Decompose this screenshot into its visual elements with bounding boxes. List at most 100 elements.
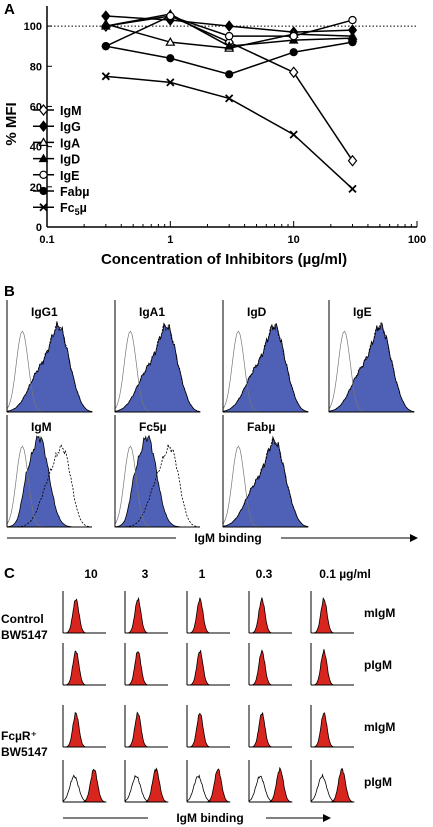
histogram-label: Fc5µ bbox=[139, 420, 167, 434]
histogram bbox=[124, 591, 168, 634]
cell-line-name: Control bbox=[1, 612, 44, 626]
column-header: 0.3 bbox=[256, 567, 273, 581]
data-point bbox=[101, 42, 110, 51]
row-label: pIgM bbox=[364, 658, 392, 672]
histogram bbox=[62, 705, 106, 748]
histogram-label: IgG1 bbox=[31, 305, 58, 319]
histogram-fill bbox=[125, 711, 168, 748]
histogram-fill bbox=[311, 649, 354, 686]
data-point bbox=[225, 70, 234, 79]
x-axis-label: Concentration of Inhibitors (µg/ml) bbox=[101, 251, 347, 268]
histogram bbox=[186, 760, 231, 803]
histogram-label: IgA1 bbox=[139, 305, 165, 319]
panel-label-b: B bbox=[4, 283, 15, 300]
legend-item: Fc5µ bbox=[33, 201, 87, 217]
histogram: IgG1 bbox=[6, 300, 93, 413]
legend-label: IgM bbox=[60, 104, 82, 118]
data-point bbox=[348, 38, 357, 47]
histogram bbox=[310, 643, 354, 686]
histogram bbox=[62, 591, 106, 634]
y-tick-label: 100 bbox=[24, 21, 42, 33]
panel-label-c: C bbox=[4, 565, 15, 582]
histogram: IgM bbox=[6, 415, 93, 528]
cell-line-name: BW5147 bbox=[1, 745, 48, 759]
series-5 bbox=[101, 38, 357, 79]
cell-line-label: Control BW5147 bbox=[1, 612, 48, 642]
histogram bbox=[248, 760, 293, 803]
histogram-reference bbox=[328, 321, 415, 412]
histogram: IgD bbox=[222, 300, 309, 413]
histogram: Fc5µ bbox=[114, 415, 201, 528]
column-header: 0.1 µg/ml bbox=[319, 567, 371, 581]
data-point bbox=[224, 41, 235, 50]
histogram: IgE bbox=[328, 300, 415, 413]
x-tick-label: 1 bbox=[167, 234, 173, 246]
histogram-panel-b: IgG1 IgA1 IgD IgE IgM Fc5µ Fabµ bbox=[6, 300, 418, 542]
data-point bbox=[101, 72, 110, 81]
histogram-fill bbox=[6, 435, 92, 528]
x-tick-label: 10 bbox=[288, 234, 300, 246]
legend-marker bbox=[38, 153, 49, 163]
legend-label: IgD bbox=[60, 153, 80, 167]
histogram-label: IgM bbox=[31, 420, 52, 434]
histogram-fill bbox=[249, 712, 292, 748]
panel-c-axis-label: IgM binding bbox=[176, 811, 243, 825]
panel-label-a: A bbox=[4, 1, 15, 18]
histogram-fill bbox=[249, 597, 292, 634]
histogram-fill bbox=[311, 768, 355, 803]
line-chart: 0.1 1 10 100020406080100IgMIgGIgAIgDIgEFabµ… bbox=[24, 6, 426, 246]
legend-item: IgG bbox=[33, 120, 81, 134]
legend-item: IgD bbox=[33, 153, 80, 167]
legend-marker bbox=[38, 137, 49, 146]
y-tick-label: 0 bbox=[36, 222, 42, 234]
histogram-fill bbox=[114, 434, 200, 528]
legend-marker bbox=[38, 120, 49, 133]
histogram bbox=[186, 643, 230, 686]
legend-label-sub: 5 bbox=[75, 207, 80, 217]
histogram-fill bbox=[187, 712, 230, 748]
legend-item: Fabµ bbox=[33, 185, 89, 199]
column-header: 3 bbox=[142, 567, 149, 581]
histogram-reference bbox=[222, 322, 309, 412]
histogram-fill bbox=[6, 321, 93, 413]
histogram bbox=[62, 643, 106, 686]
histogram bbox=[186, 705, 230, 748]
histogram-fill bbox=[114, 322, 201, 413]
legend-label-main: Fc bbox=[60, 201, 75, 215]
column-header: 10 bbox=[84, 567, 98, 581]
histogram bbox=[310, 591, 354, 634]
legend-marker bbox=[39, 203, 48, 212]
histogram bbox=[124, 643, 168, 686]
histogram: IgA1 bbox=[114, 300, 201, 413]
data-point bbox=[166, 54, 175, 63]
histogram-fill bbox=[63, 650, 106, 686]
legend-label-tail: µ bbox=[80, 201, 87, 215]
histogram-reference bbox=[114, 324, 201, 412]
legend-item: IgM bbox=[33, 104, 82, 118]
histogram-fill bbox=[311, 712, 354, 748]
data-point bbox=[289, 48, 298, 57]
data-point bbox=[165, 36, 176, 46]
data-point bbox=[347, 154, 358, 167]
histogram: Fabµ bbox=[222, 415, 309, 528]
histogram bbox=[186, 591, 230, 634]
legend-label: IgE bbox=[60, 169, 79, 183]
histogram-panel-c: 10 3 1 0.3 0.1 µg/ml Control BW5147 mIgM pIgM Fcµ… bbox=[1, 567, 395, 822]
histogram-fill bbox=[63, 768, 107, 803]
histogram bbox=[248, 643, 292, 686]
data-point bbox=[224, 20, 234, 32]
data-point bbox=[224, 31, 234, 41]
legend-marker bbox=[39, 170, 48, 179]
histogram-label: IgD bbox=[247, 305, 267, 319]
legend-label: IgG bbox=[60, 120, 81, 134]
legend-label: Fc5µ bbox=[60, 201, 87, 217]
data-point bbox=[348, 184, 357, 193]
legend-item: IgA bbox=[33, 136, 80, 150]
legend-item: IgE bbox=[33, 169, 79, 183]
y-tick-label: 40 bbox=[30, 142, 42, 154]
histogram-fill bbox=[125, 651, 168, 686]
data-point bbox=[166, 78, 175, 87]
histogram-fill bbox=[125, 596, 168, 634]
data-point bbox=[289, 130, 298, 139]
